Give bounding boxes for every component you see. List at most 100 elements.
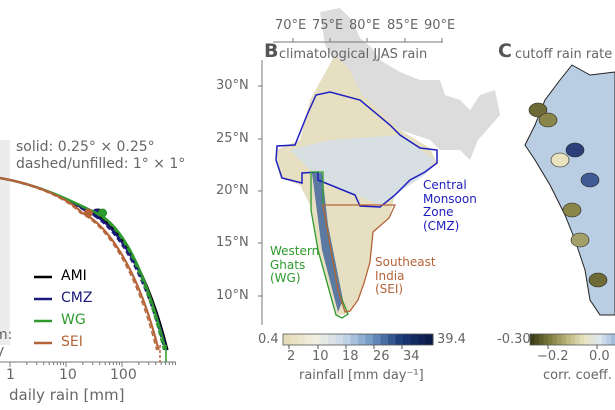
colorbar-b-swatch xyxy=(425,334,434,345)
colorbar-c-swatch xyxy=(584,334,589,345)
region-label-sei: Southeast India (SEI) xyxy=(375,255,436,297)
colorbar-b-swatch xyxy=(380,334,389,345)
panel-c-title: cutoff rain rate v xyxy=(515,47,615,62)
lon-tick-70: 70°E xyxy=(275,18,307,33)
colorbar-b-swatch xyxy=(328,334,336,345)
panel-c-patch xyxy=(588,272,608,288)
colorbar-b-swatch xyxy=(365,334,374,345)
threshold-marker-sei xyxy=(83,208,93,218)
colorbar-b-swatch xyxy=(290,334,299,345)
colorbar-c-swatch xyxy=(611,334,615,345)
panel-c-patch xyxy=(528,102,548,118)
annotation-resolution-solid: solid: 0.25° × 0.25° xyxy=(16,139,155,155)
colorbar-b-swatch xyxy=(358,334,366,345)
colorbar-b-swatch xyxy=(403,334,411,345)
lat-tick-15: 15°N xyxy=(216,235,249,250)
colorbar-b-swatch xyxy=(388,334,396,345)
panel-c-patch xyxy=(562,202,582,218)
lat-tick-10: 10°N xyxy=(216,288,249,303)
panel-c-patch xyxy=(565,142,585,158)
colorbar-b-swatch xyxy=(343,334,351,345)
panel-c-patch xyxy=(570,232,590,248)
colorbar-c-label: corr. coeff. [ xyxy=(543,368,615,383)
legend-cmz: CMZ xyxy=(61,290,93,306)
region-label-wg: Western Ghats (WG) xyxy=(270,244,320,286)
colorbar-c-swatch xyxy=(557,334,562,345)
colorbar-b-frame xyxy=(282,333,434,346)
colorbar-c-swatch xyxy=(561,334,567,345)
x-tick-10: 10 xyxy=(59,367,77,383)
colorbar-b-swatch xyxy=(283,334,291,345)
colorbar-b-swatch xyxy=(373,334,381,345)
panel-c-letter: C xyxy=(498,40,512,62)
india-outline-gray xyxy=(320,8,500,160)
colorbar-c-swatch xyxy=(588,334,594,345)
sei-line-3: (SEI) xyxy=(375,282,404,296)
lon-tick-90: 90°E xyxy=(424,18,456,33)
lon-tick-85: 85°E xyxy=(387,18,419,33)
x-tick-1: 1 xyxy=(6,367,15,383)
wg-line-1: Western xyxy=(270,244,320,258)
colorbar-c-min: -0.30 xyxy=(497,332,531,347)
x-axis-label: daily rain [mm] xyxy=(9,386,125,404)
colorbar-c-swatch xyxy=(534,334,540,345)
lat-tick-25: 25°N xyxy=(216,131,249,146)
colorbar-b-max: 39.4 xyxy=(437,332,466,347)
lat-tick-20: 20°N xyxy=(216,183,249,198)
colorbar-c-swatch xyxy=(575,334,580,345)
colorbar-b-swatch xyxy=(320,334,329,345)
colorbar-b-tick-2: 2 xyxy=(287,349,296,364)
wg-region-outline xyxy=(310,171,349,319)
colorbar-c-swatch xyxy=(548,334,553,345)
sei-line-2: India xyxy=(375,268,405,283)
wg-line-3: (WG) xyxy=(270,271,301,285)
colorbar-c-frame xyxy=(529,333,615,346)
colorbar-b-label: rainfall [mm day⁻¹] xyxy=(299,368,424,383)
colorbar-c-swatch xyxy=(566,334,571,345)
threshold-marker-wg xyxy=(98,208,108,218)
cmz-region-outline xyxy=(275,91,438,208)
colorbar-b-tick-26: 26 xyxy=(373,349,390,364)
colorbar-c-swatch xyxy=(530,334,535,345)
cmz-line-3: Zone xyxy=(423,205,454,219)
legend-sei: SEI xyxy=(61,334,83,350)
ylabel-fragment-1: m: xyxy=(0,327,13,343)
lat-tick-30: 30°N xyxy=(216,78,249,93)
colorbar-c-swatch xyxy=(602,334,607,345)
colorbar-c-swatch xyxy=(597,334,603,345)
colorbar-c-tick-neg02: −0.2 xyxy=(537,349,569,364)
panel-c-patch xyxy=(580,172,600,188)
cmz-rain-fill xyxy=(290,135,435,205)
colorbar-c-swatch xyxy=(539,334,544,345)
colorbar-c-swatch xyxy=(552,334,558,345)
colorbar-b-swatch xyxy=(395,334,404,345)
colorbar-b-swatch xyxy=(298,334,306,345)
colorbar-b-swatch xyxy=(335,334,344,345)
colorbar-b-swatch xyxy=(350,334,359,345)
shaded-band xyxy=(0,140,10,345)
colorbar-b-swatch xyxy=(418,334,426,345)
cmz-line-2: Monsoon xyxy=(423,191,477,206)
panel-c-patch xyxy=(538,112,558,128)
lon-tick-80: 80°E xyxy=(349,18,381,33)
panel-b-letter: B xyxy=(264,40,279,62)
colorbar-c-swatch xyxy=(570,334,576,345)
colorbar-b-swatch xyxy=(305,334,314,345)
colorbar-b-tick-34: 34 xyxy=(403,349,420,364)
colorbar-b-tick-10: 10 xyxy=(312,349,329,364)
sei-region-outline xyxy=(322,204,397,313)
sei-line-1: Southeast xyxy=(375,255,436,269)
panel-c-patch xyxy=(550,152,570,168)
legend-ami: AMI xyxy=(61,268,87,284)
colorbar-c-swatch xyxy=(593,334,598,345)
colorbar-c-swatch xyxy=(606,334,612,345)
wg-line-2: Ghats xyxy=(270,257,306,272)
annotation-resolution-dashed: dashed/unfilled: 1° × 1° xyxy=(16,156,186,172)
colorbar-c-tick-0: 0.0 xyxy=(589,349,610,364)
colorbar-b-swatch xyxy=(410,334,419,345)
colorbar-c-swatch xyxy=(543,334,549,345)
colorbar-b-tick-18: 18 xyxy=(342,349,359,364)
panel-b-title: climatological JJAS rain xyxy=(279,47,428,62)
region-label-cmz: Central Monsoon Zone (CMZ) xyxy=(423,178,477,233)
